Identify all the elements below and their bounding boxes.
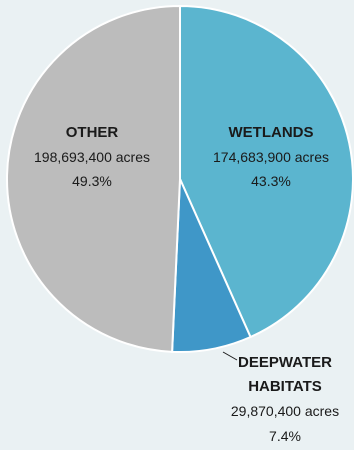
label-wetlands: WETLANDS 174,683,900 acres 43.3%	[213, 124, 329, 189]
deepwater-name-line-1: DEEPWATER	[238, 354, 332, 371]
other-name-label: OTHER	[66, 124, 119, 141]
deepwater-acres-label: 29,870,400 acres	[231, 403, 339, 419]
slice-wetlands	[179, 4, 354, 339]
deepwater-percent-label: 7.4%	[269, 428, 301, 444]
label-other: OTHER 198,693,400 acres 49.3%	[34, 124, 150, 189]
wetlands-acres-label: 174,683,900 acres	[213, 149, 329, 165]
label-deepwater: DEEPWATER HABITATS 29,870,400 acres 7.4%	[231, 354, 339, 444]
other-percent-label: 49.3%	[72, 173, 112, 189]
other-acres-label: 198,693,400 acres	[34, 149, 150, 165]
deepwater-name-line-2: HABITATS	[248, 378, 322, 395]
slice-other	[5, 4, 181, 353]
deepwater-leader-line	[222, 351, 238, 361]
wetlands-percent-label: 43.3%	[251, 173, 291, 189]
wetlands-name-label: WETLANDS	[229, 124, 314, 141]
pie-slices	[5, 4, 354, 353]
